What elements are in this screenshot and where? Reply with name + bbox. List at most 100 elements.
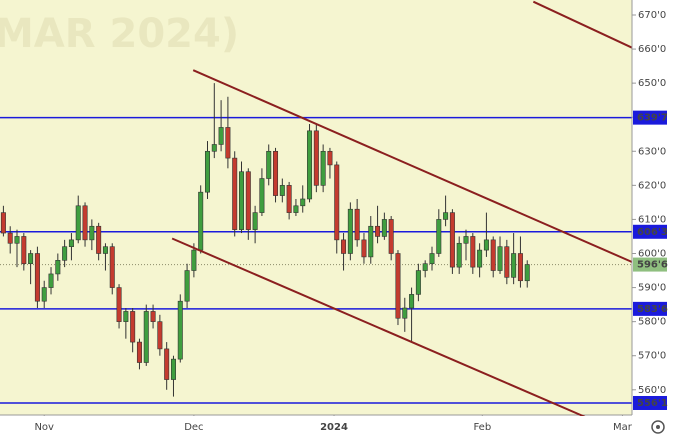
candle-body <box>96 225 102 254</box>
candle-body <box>225 127 231 159</box>
candle-body <box>164 348 170 380</box>
candle-body <box>293 205 299 213</box>
candle-body <box>361 239 367 258</box>
candle-body <box>239 171 245 230</box>
candle-body <box>116 287 122 322</box>
candle-body <box>170 358 176 380</box>
candle-body <box>109 246 115 288</box>
candle-body <box>82 205 88 241</box>
candle-body <box>517 253 523 282</box>
candle-body <box>375 225 381 237</box>
candle-body <box>483 239 489 251</box>
watermark: MAR 2024) <box>0 11 239 57</box>
candle-body <box>334 164 340 241</box>
candle-body <box>354 208 360 241</box>
y-tick-label: 590'0 <box>638 283 666 294</box>
level-box <box>633 224 667 239</box>
x-tick-label: Dec <box>184 422 203 433</box>
candle-body <box>245 171 251 230</box>
candle-body <box>28 253 34 265</box>
candle-body <box>429 253 435 265</box>
candle-body <box>204 150 210 193</box>
candle-body <box>327 150 333 166</box>
y-tick-label: 660'0 <box>638 44 666 55</box>
candle-body <box>490 239 496 271</box>
trend-line <box>192 69 633 263</box>
candle-body <box>7 232 13 244</box>
level-label: 583'6 <box>637 304 668 315</box>
level-label: 556'1 <box>637 398 668 409</box>
level-label: 639'7 <box>637 113 668 124</box>
candle-body <box>341 239 347 254</box>
candle-body <box>14 236 20 244</box>
candle-body <box>388 219 394 254</box>
level-box <box>633 110 667 125</box>
candle-body <box>136 341 142 363</box>
candle-body <box>143 311 149 363</box>
trend-line <box>171 237 599 424</box>
candle-body <box>102 246 108 254</box>
candle-body <box>497 246 503 271</box>
candle-body <box>55 260 61 275</box>
x-tick-label: Mar <box>613 422 633 433</box>
candle-body <box>130 311 136 343</box>
axis-mask <box>633 0 680 440</box>
candle-body <box>381 219 387 237</box>
candle-body <box>68 239 74 247</box>
candle-body <box>307 130 313 200</box>
candle-body <box>273 150 279 196</box>
candle-body <box>62 246 68 261</box>
candle-body <box>456 242 462 268</box>
candle-body <box>89 225 95 241</box>
y-tick-label: 630'0 <box>638 146 666 157</box>
candle-body <box>395 253 401 319</box>
y-tick-label: 650'0 <box>638 78 666 89</box>
y-tick-label: 610'0 <box>638 214 666 225</box>
candle-body <box>279 185 285 196</box>
candle-body <box>402 307 408 319</box>
y-tick-label: 620'0 <box>638 180 666 191</box>
candle-body <box>477 249 483 268</box>
candle-body <box>415 270 421 295</box>
x-tick-label: Feb <box>473 422 491 433</box>
candle-body <box>211 144 217 152</box>
candle-body <box>150 311 156 322</box>
candle-body <box>443 212 449 220</box>
candle-body <box>198 191 204 251</box>
candle-body <box>191 249 197 271</box>
candle-body <box>252 212 258 230</box>
candle-body <box>75 205 81 241</box>
candle-body <box>184 270 190 302</box>
candle-body <box>232 157 238 230</box>
plot-background <box>0 0 632 415</box>
last-price-box <box>633 257 667 272</box>
level-label: 606'3 <box>637 227 668 238</box>
candle-body <box>0 212 6 234</box>
candle-body <box>313 130 319 186</box>
candle-body <box>157 321 163 350</box>
trend-line <box>532 0 633 49</box>
candle-body <box>48 273 54 288</box>
axis-mask <box>0 416 632 440</box>
candle-body <box>177 300 183 360</box>
candle-body <box>436 219 442 254</box>
candle-body <box>320 150 326 186</box>
candle-body <box>266 150 272 179</box>
candle-body <box>449 212 455 268</box>
candle-body <box>41 287 47 302</box>
level-box <box>633 395 667 410</box>
candle-body <box>300 198 306 207</box>
candle-body <box>463 236 469 244</box>
settings-icon[interactable] <box>651 420 665 434</box>
y-tick-label: 570'0 <box>638 351 666 362</box>
last-price-label: 596'6 <box>637 260 668 271</box>
y-tick-label: 670'0 <box>638 10 666 21</box>
candle-body <box>524 264 530 282</box>
y-tick-label: 600'0 <box>638 248 666 259</box>
candle-body <box>422 263 428 271</box>
candle-body <box>21 236 27 265</box>
candle-body <box>259 178 265 213</box>
candle-body <box>504 246 510 278</box>
y-tick-label: 560'0 <box>638 385 666 396</box>
